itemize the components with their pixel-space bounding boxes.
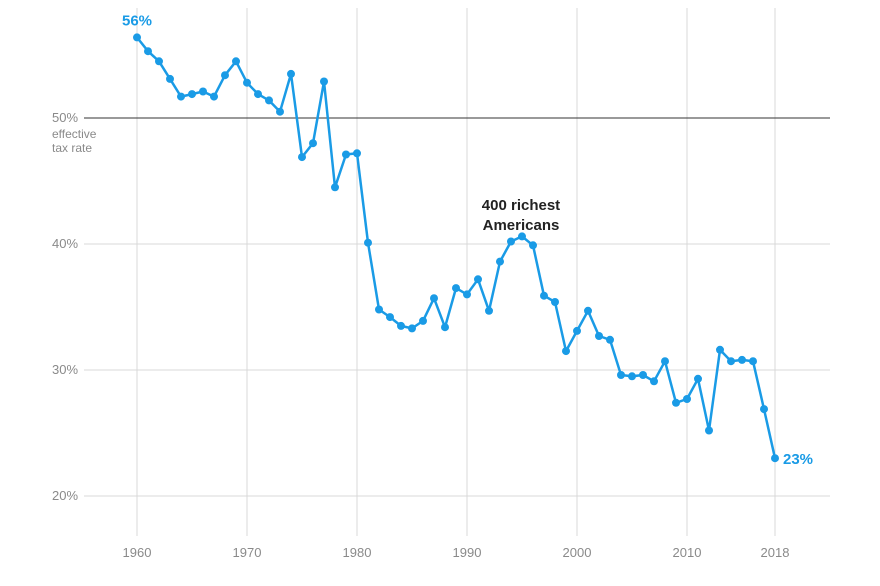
data-point-1961: [144, 47, 152, 56]
data-point-2013: [716, 345, 724, 354]
x-tick-label-1960: 1960: [123, 545, 152, 560]
x-tick-label-1970: 1970: [233, 545, 262, 560]
data-point-1972: [265, 96, 273, 105]
data-point-1967: [210, 92, 218, 101]
data-point-2006: [639, 371, 647, 379]
reference-note-line-2: tax rate: [52, 141, 92, 155]
annotation-end-value: 23%: [783, 451, 813, 468]
data-point-1976: [309, 139, 317, 148]
series-label-line-1: 400 richest: [482, 197, 560, 214]
data-point-1971: [254, 90, 262, 99]
data-point-2014: [727, 357, 735, 366]
data-point-1999: [562, 347, 570, 356]
data-point-1977: [320, 77, 328, 86]
data-point-1989: [452, 284, 460, 293]
data-point-1985: [408, 324, 416, 333]
series-layer: [133, 33, 779, 463]
data-point-1996: [529, 241, 537, 250]
data-point-2009: [672, 398, 680, 407]
data-point-1973: [276, 107, 284, 116]
data-point-1960: [133, 33, 141, 42]
data-point-1963: [166, 74, 174, 83]
data-point-2017: [760, 405, 768, 414]
data-point-1979: [342, 150, 350, 159]
data-point-2010: [683, 395, 691, 403]
x-tick-label-1990: 1990: [453, 545, 482, 560]
data-point-1962: [155, 57, 163, 66]
data-point-2005: [628, 372, 636, 381]
data-point-1980: [353, 149, 361, 158]
series-line: [136, 36, 777, 459]
data-point-2011: [694, 374, 702, 383]
data-point-2018: [771, 454, 779, 463]
reference-note-line-1: effective: [52, 127, 97, 141]
data-point-1991: [474, 275, 482, 284]
data-point-2002: [595, 332, 603, 340]
series-label-line-2: Americans: [483, 217, 560, 234]
data-point-1982: [375, 305, 383, 314]
data-point-2004: [617, 371, 625, 379]
data-point-1970: [243, 78, 251, 87]
data-point-2001: [584, 306, 592, 315]
data-point-1966: [199, 87, 207, 96]
data-point-1994: [507, 237, 515, 246]
data-point-1997: [540, 291, 548, 300]
data-point-1981: [364, 238, 372, 247]
y-tick-label-30: 30%: [52, 362, 78, 377]
data-point-1978: [331, 183, 339, 192]
data-point-1998: [551, 298, 559, 306]
data-point-1987: [430, 294, 438, 303]
data-point-1986: [419, 316, 427, 325]
data-point-1974: [287, 69, 295, 78]
labels: 400 richest Americans 56% 23%: [122, 12, 813, 468]
data-point-2016: [749, 357, 757, 366]
data-point-2008: [661, 357, 669, 366]
axes: 1960 1970 1980 1990 2000 2010 2018 20% 30% 40% 50%…: [50, 109, 789, 560]
y-tick-label-20: 20%: [52, 488, 78, 503]
data-point-1968: [221, 71, 229, 80]
data-point-1988: [441, 323, 449, 332]
data-point-1995: [518, 232, 526, 241]
data-point-2007: [650, 377, 658, 386]
data-point-2015: [738, 355, 746, 364]
data-point-1993: [496, 257, 504, 266]
x-tick-label-1980: 1980: [343, 545, 372, 560]
data-point-2003: [606, 335, 614, 344]
y-tick-label-50: 50%: [52, 110, 78, 125]
y-tick-label-40: 40%: [52, 236, 78, 251]
x-tick-label-2000: 2000: [563, 545, 592, 560]
x-tick-label-2018: 2018: [761, 545, 790, 560]
data-point-2012: [705, 426, 713, 435]
data-point-1969: [232, 57, 240, 66]
x-tick-label-2010: 2010: [673, 545, 702, 560]
gridlines: [84, 8, 830, 536]
data-point-1984: [397, 321, 405, 330]
data-point-1983: [386, 313, 394, 322]
data-point-1992: [485, 306, 493, 315]
data-point-1964: [177, 92, 185, 101]
y-tick-label-bg-50: [50, 109, 82, 125]
annotation-start-value: 56%: [122, 12, 152, 29]
data-point-1975: [298, 153, 306, 162]
data-point-1990: [463, 290, 471, 299]
data-point-1965: [188, 90, 196, 99]
data-point-2000: [573, 326, 581, 335]
